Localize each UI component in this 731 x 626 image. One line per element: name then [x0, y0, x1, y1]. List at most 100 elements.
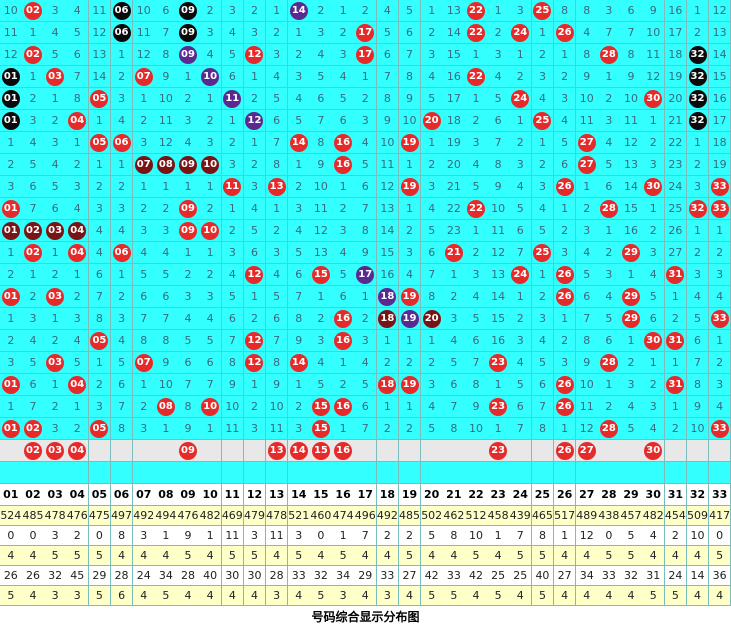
- grid-cell: 7: [310, 110, 333, 132]
- grid-cell: 2: [465, 110, 488, 132]
- ball: 14: [289, 441, 308, 460]
- grid-cell: 3: [420, 176, 444, 198]
- grid-cell: 5: [509, 198, 533, 220]
- header-cell: 26: [553, 484, 577, 506]
- grid-cell: 1: [553, 44, 577, 66]
- stat-cell: 4: [553, 586, 577, 606]
- grid-cell: 4: [354, 132, 378, 154]
- grid-cell: 4: [509, 176, 533, 198]
- grid-cell: 9: [487, 176, 510, 198]
- stat-cell: 5: [66, 546, 90, 566]
- ball: 30: [644, 177, 663, 196]
- grid-cell: 10: [575, 88, 599, 110]
- grid-cell: 02: [22, 220, 45, 242]
- grid-cell: 6: [487, 110, 510, 132]
- stat-cell: 489: [575, 506, 599, 526]
- grid-cell: 3: [243, 22, 267, 44]
- grid-cell: 1: [620, 264, 643, 286]
- predict-cell: 04: [66, 440, 90, 462]
- grid-cell: 2: [553, 330, 577, 352]
- grid-cell: 3: [509, 0, 533, 22]
- ball: 27: [577, 133, 596, 152]
- grid-cell: 7: [155, 308, 178, 330]
- predict-cell: 09: [177, 440, 200, 462]
- grid-cell: 11: [221, 88, 245, 110]
- grid-cell: 7: [398, 44, 422, 66]
- grid-cell: 2: [642, 220, 666, 242]
- grid-cell: 11: [575, 396, 599, 418]
- grid-cell: 6: [265, 308, 289, 330]
- predict-cell: [598, 440, 621, 462]
- predict-cell: 23: [487, 440, 510, 462]
- grid-cell: 17: [708, 110, 731, 132]
- stat-cell: 4: [575, 586, 599, 606]
- stat-cell: 4: [598, 586, 621, 606]
- ball: 06: [112, 243, 131, 262]
- grid-cell: 9: [575, 66, 599, 88]
- stat-cell: 4: [376, 546, 400, 566]
- grid-cell: 1: [642, 352, 666, 374]
- grid-cell: 26: [664, 220, 688, 242]
- grid-cell: 7: [443, 396, 466, 418]
- grid-cell: 8: [110, 418, 134, 440]
- predict-cell: [199, 440, 222, 462]
- stat-cell: 10: [465, 526, 488, 546]
- grid-cell: 02: [22, 44, 45, 66]
- grid-cell: 10: [310, 176, 333, 198]
- grid-cell: 7: [88, 286, 112, 308]
- grid-cell: 5: [265, 88, 289, 110]
- grid-cell: 1: [155, 176, 178, 198]
- stat-cell: 4: [221, 586, 245, 606]
- ball: 33: [710, 177, 729, 196]
- ball: 19: [400, 133, 419, 152]
- grid-cell: 06: [110, 132, 134, 154]
- grid-cell: 1: [465, 220, 488, 242]
- header-cell: 17: [354, 484, 378, 506]
- grid-cell: 06: [110, 0, 134, 22]
- blank-cell: [199, 462, 222, 484]
- grid-cell: 4: [332, 242, 355, 264]
- grid-cell: 9: [354, 242, 378, 264]
- grid-cell: 1: [398, 198, 422, 220]
- stat-cell: 5: [243, 546, 267, 566]
- grid-cell: 4: [398, 264, 422, 286]
- ball: 14: [289, 353, 308, 372]
- stat-cell: 28: [110, 566, 134, 586]
- predict-cell: [110, 440, 134, 462]
- grid-cell: 22: [664, 132, 688, 154]
- grid-cell: 3: [132, 220, 156, 242]
- grid-cell: 2: [598, 242, 621, 264]
- grid-cell: 5: [310, 66, 333, 88]
- grid-cell: 2: [0, 330, 23, 352]
- ball: 16: [334, 331, 353, 350]
- grid-cell: 12: [575, 418, 599, 440]
- ball: 10: [201, 221, 220, 240]
- grid-cell: 6: [642, 308, 666, 330]
- grid-cell: 2: [531, 154, 555, 176]
- ball: 06: [112, 1, 131, 20]
- stat-cell: 3: [243, 526, 267, 546]
- grid-cell: 3: [22, 110, 45, 132]
- grid-cell: 3: [642, 242, 666, 264]
- grid-cell: 2: [420, 154, 444, 176]
- grid-cell: 1: [177, 242, 200, 264]
- grid-cell: 8: [443, 418, 466, 440]
- grid-cell: 4: [509, 352, 533, 374]
- grid-cell: 13: [487, 264, 510, 286]
- stat-cell: 417: [708, 506, 731, 526]
- grid-cell: 8: [265, 154, 289, 176]
- ball: 27: [577, 441, 596, 460]
- grid-cell: 10: [0, 0, 23, 22]
- grid-cell: 12: [243, 44, 267, 66]
- ball: 09: [179, 45, 198, 64]
- grid-cell: 4: [88, 220, 112, 242]
- grid-cell: 12: [88, 22, 112, 44]
- header-cell: 21: [443, 484, 466, 506]
- stat-cell: 465: [531, 506, 555, 526]
- grid-cell: 1: [22, 264, 45, 286]
- stat-cell: 4: [199, 586, 222, 606]
- grid-cell: 4: [376, 0, 400, 22]
- grid-cell: 10: [575, 374, 599, 396]
- grid-cell: 5: [177, 330, 200, 352]
- grid-cell: 3: [199, 286, 222, 308]
